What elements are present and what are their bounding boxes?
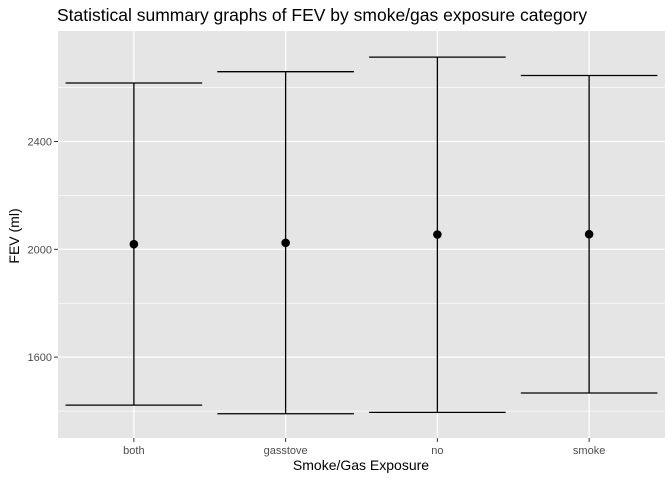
x-tick-label-smoke: smoke xyxy=(573,445,605,457)
y-axis: 1600 2000 2400 xyxy=(28,137,58,364)
x-tick-label-both: both xyxy=(123,445,144,457)
plot-panel xyxy=(58,31,665,438)
chart-title: Statistical summary graphs of FEV by smo… xyxy=(57,5,587,25)
y-tick-label: 2000 xyxy=(28,244,52,256)
y-axis-title: FEV (ml) xyxy=(6,208,22,263)
x-axis: both gasstove no smoke xyxy=(123,438,605,457)
grid-minor xyxy=(58,87,665,412)
y-tick-label: 1600 xyxy=(28,352,52,364)
y-tick-label: 2400 xyxy=(28,137,52,149)
x-axis-title: Smoke/Gas Exposure xyxy=(293,457,429,473)
mean-point-no xyxy=(433,230,442,239)
x-tick-label-no: no xyxy=(431,445,443,457)
mean-points xyxy=(129,229,594,249)
mean-point-smoke xyxy=(584,229,594,239)
mean-point-both xyxy=(129,239,139,249)
x-tick-label-gasstove: gasstove xyxy=(264,445,308,457)
mean-point-gasstove xyxy=(281,238,290,248)
